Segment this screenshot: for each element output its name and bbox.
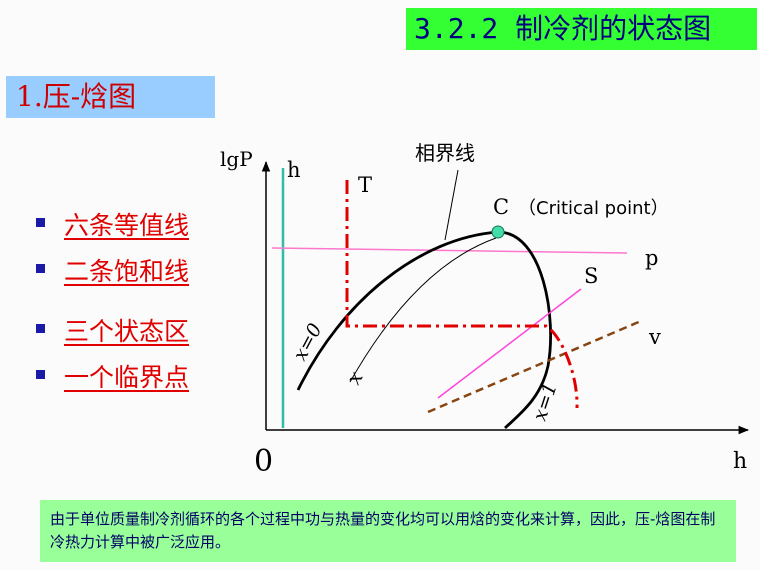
footer-note: 由于单位质量制冷剂循环的各个过程中功与热量的变化均可以用焓的变化来计算，因此，压… [40, 500, 736, 562]
isobar-label: p [645, 246, 658, 270]
bullet-label: 一个临界点 [64, 363, 190, 392]
slide-title: 3.2.2 制冷剂的状态图 [406, 8, 757, 50]
bullet-label: 三个状态区 [64, 317, 190, 346]
bullet-square-icon [36, 218, 45, 227]
quality-line-label: x [341, 367, 367, 388]
critical-point-marker [491, 225, 505, 239]
origin-label: 0 [254, 444, 273, 479]
isochore-label: v [648, 325, 661, 349]
saturated-vapor-label: x=1 [529, 380, 562, 424]
isentrope-line [437, 288, 582, 399]
saturated-liquid-label: x=0 [289, 320, 327, 365]
isobar-line [271, 247, 628, 254]
phase-boundary-leader [444, 169, 459, 241]
isotherm-label: T [358, 173, 372, 197]
y-axis-label: lgP [220, 147, 253, 171]
bullet-label: 六条等值线 [64, 211, 190, 240]
bullet-square-icon [36, 370, 45, 379]
pressure-enthalpy-diagram: lgP h 0 h p x x=0 x=1 S v T C （Critical … [220, 141, 750, 479]
isentrope-label: S [584, 264, 598, 288]
bullet-square-icon [36, 324, 45, 333]
section-heading: 1.压-焓图 [6, 76, 215, 118]
critical-point-note: （Critical point） [518, 198, 669, 219]
phase-boundary-label: 相界线 [415, 141, 475, 165]
bullet-label: 二条饱和线 [64, 257, 190, 286]
quality-line [349, 237, 497, 383]
saturation-curve [296, 230, 552, 430]
critical-point-letter: C [493, 195, 509, 219]
isenthalpic-label: h [287, 158, 301, 182]
isotherm-line [345, 180, 579, 409]
x-axis-label: h [733, 449, 747, 474]
bullet-square-icon [36, 264, 45, 273]
